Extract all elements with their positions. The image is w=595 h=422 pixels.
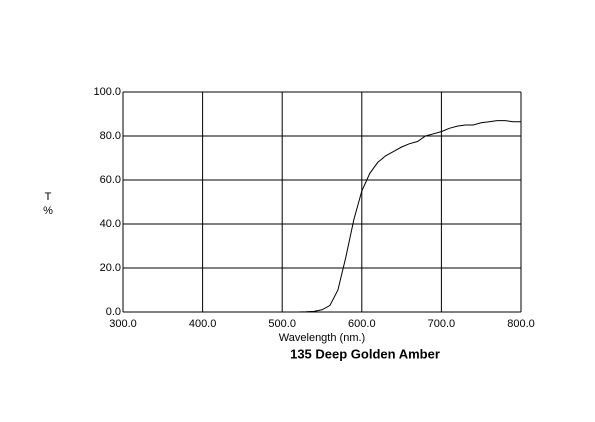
- x-tick-label: 400.0: [189, 318, 217, 330]
- x-tick-label: 700.0: [428, 318, 456, 330]
- y-tick-label: 100.0: [93, 86, 121, 98]
- x-tick-label: 500.0: [268, 318, 296, 330]
- chart-title: 135 Deep Golden Amber: [290, 346, 440, 361]
- x-tick-label: 300.0: [109, 318, 137, 330]
- y-axis-label: T: [45, 191, 52, 203]
- x-tick-label: 800.0: [507, 318, 535, 330]
- y-tick-label: 0.0: [106, 306, 121, 318]
- y-tick-label: 80.0: [100, 130, 121, 142]
- y-tick-label: 20.0: [100, 262, 121, 274]
- y-axis-label: %: [43, 205, 53, 217]
- x-tick-label: 600.0: [348, 318, 376, 330]
- y-tick-label: 60.0: [100, 174, 121, 186]
- x-axis-label: Wavelength (nm.): [279, 332, 365, 344]
- data-line: [298, 120, 521, 313]
- y-tick-label: 40.0: [100, 218, 121, 230]
